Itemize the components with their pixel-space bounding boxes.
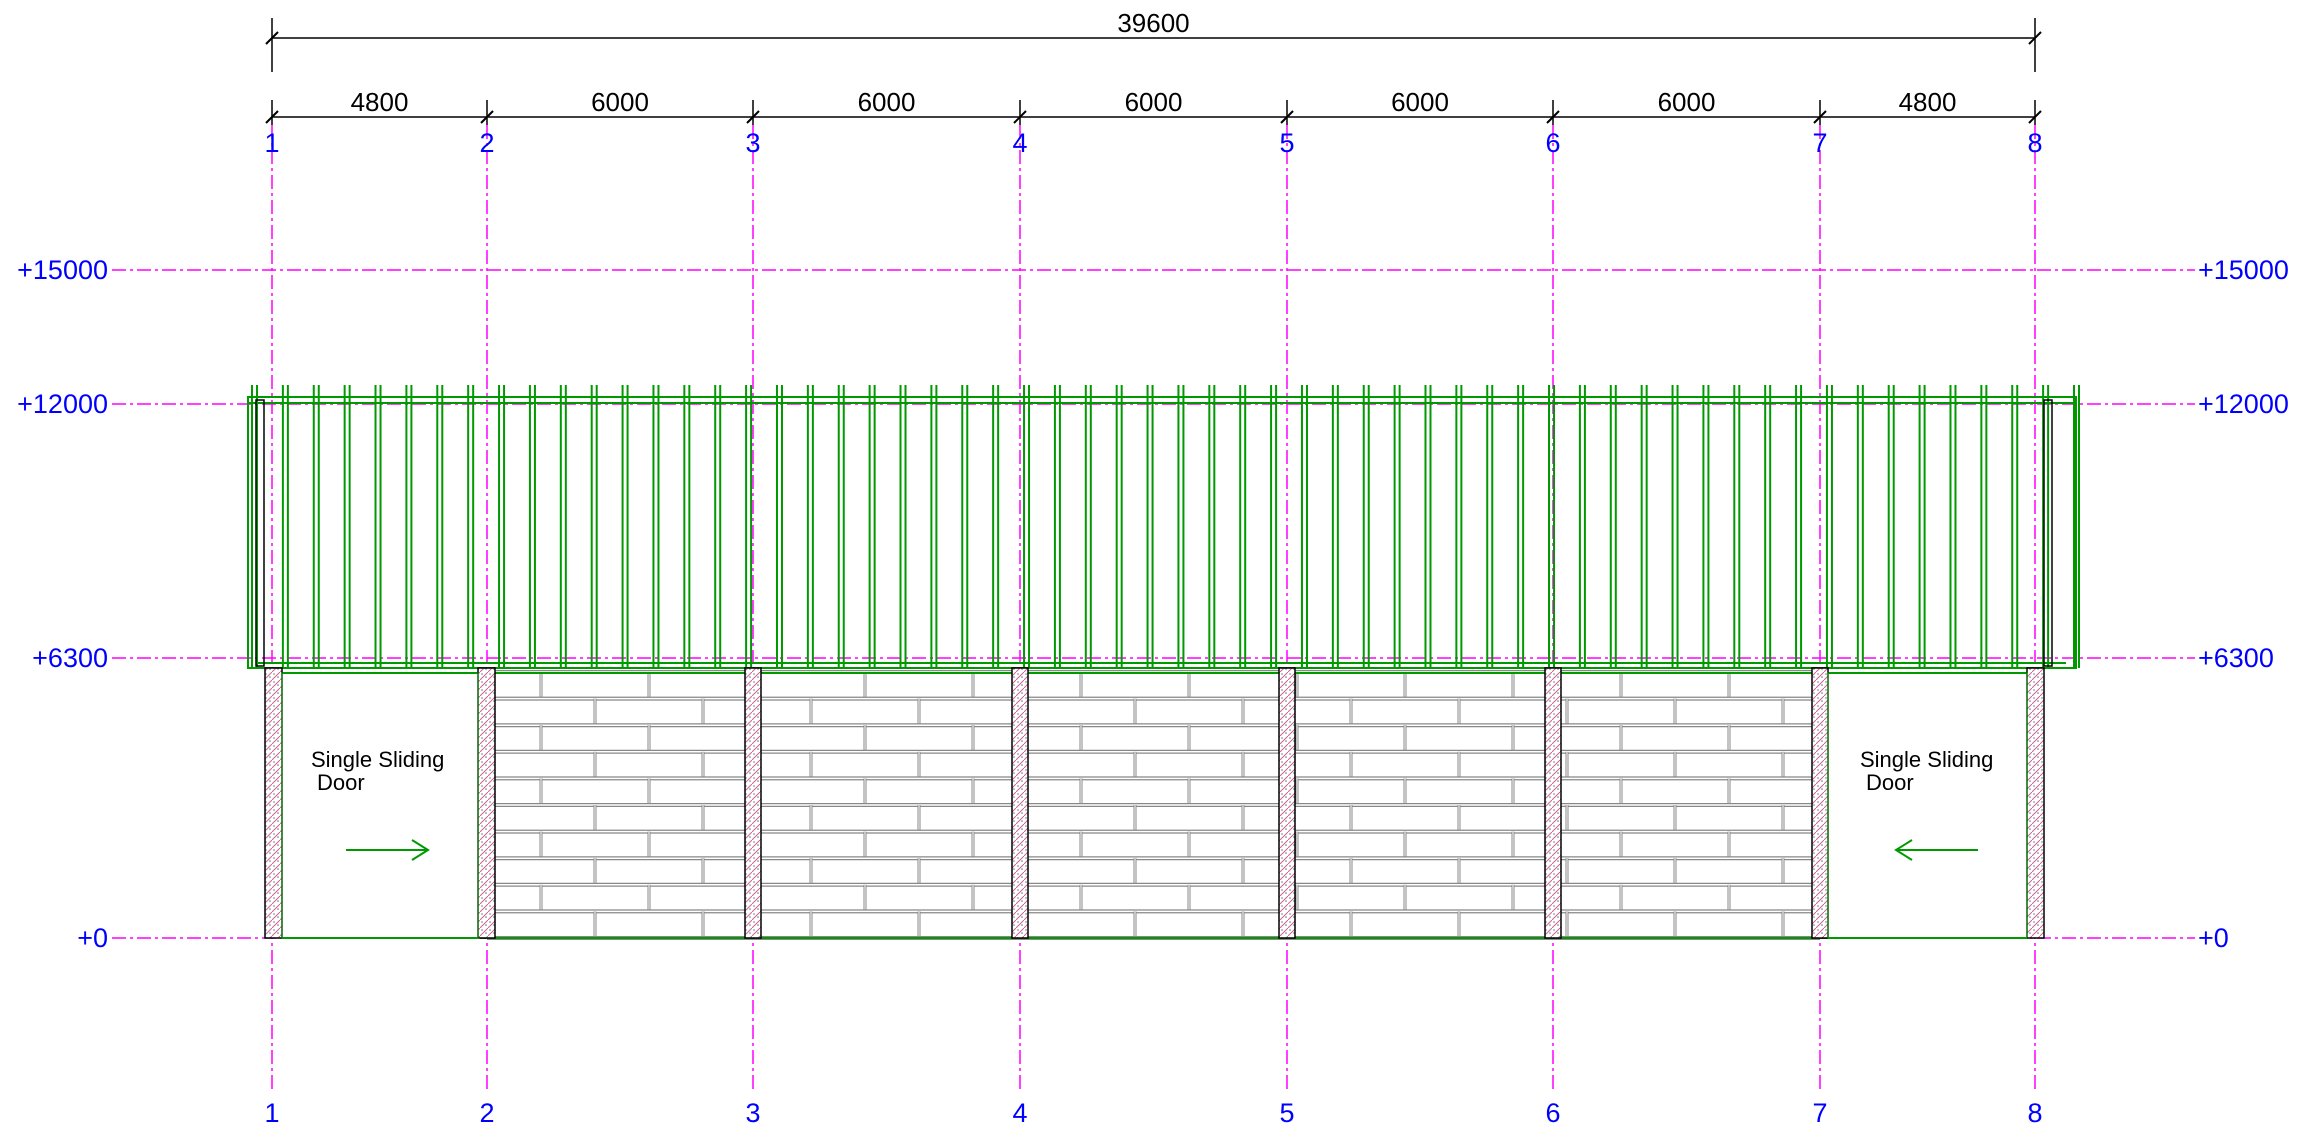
overall-dimension-label: 39600 xyxy=(1117,8,1189,38)
overall-dimension-tick xyxy=(2028,31,2042,45)
sliding-arrow-head-icon xyxy=(1894,839,1913,861)
bay-dimension-tick xyxy=(1813,110,1827,124)
bay-dimension-tick xyxy=(2028,110,2042,124)
bay-dimension-label: 6000 xyxy=(1658,87,1716,117)
door-opening-left xyxy=(281,672,479,939)
level-label-left: +15000 xyxy=(17,255,108,285)
bay-dimension-label: 4800 xyxy=(1899,87,1957,117)
wall-cladding xyxy=(247,385,2080,939)
column xyxy=(264,667,283,939)
bay-dimension-label: 6000 xyxy=(591,87,649,117)
bay-dimension-tick xyxy=(1546,110,1560,124)
bay-dimension-label: 6000 xyxy=(858,87,916,117)
level-label-right: +15000 xyxy=(2198,255,2289,285)
grid-axis-label-top: 7 xyxy=(1812,128,1827,158)
overall-dimension-tick xyxy=(265,31,279,45)
bay-dimension-tick xyxy=(1013,110,1027,124)
grid-axis-label-top: 2 xyxy=(479,128,494,158)
bay-dimension-tick xyxy=(1280,110,1294,124)
grid-axis-label-bottom: 6 xyxy=(1545,1098,1560,1128)
grid-axis-label-bottom: 8 xyxy=(2027,1098,2042,1128)
column xyxy=(2026,667,2045,939)
grid-axis-label-bottom: 2 xyxy=(479,1098,494,1128)
level-label-left: +0 xyxy=(77,923,108,953)
grid-axis-label-top: 1 xyxy=(264,128,279,158)
sliding-arrow-head-icon xyxy=(411,839,430,861)
grid-axis-label-bottom: 3 xyxy=(745,1098,760,1128)
grid-axis-label-top: 6 xyxy=(1545,128,1560,158)
level-label-right: +0 xyxy=(2198,923,2229,953)
grid-axis-label-bottom: 5 xyxy=(1279,1098,1294,1128)
column xyxy=(1278,667,1296,939)
bay-dimension-tick xyxy=(480,110,494,124)
level-label-right: +12000 xyxy=(2198,389,2289,419)
door-note-line2: Door xyxy=(317,770,365,795)
grid-axis-label-bottom: 7 xyxy=(1812,1098,1827,1128)
grid-axis-label-bottom: 1 xyxy=(264,1098,279,1128)
door-note-line2: Door xyxy=(1866,770,1914,795)
grid-axis-label-top: 4 xyxy=(1012,128,1027,158)
bay-dimension-tick xyxy=(265,110,279,124)
grid-axis-label-bottom: 4 xyxy=(1012,1098,1027,1128)
column xyxy=(477,667,496,939)
column xyxy=(1544,667,1562,939)
bay-dimension-label: 6000 xyxy=(1391,87,1449,117)
bay-dimension-label: 4800 xyxy=(351,87,409,117)
column xyxy=(1011,667,1029,939)
grid-axis-label-top: 8 xyxy=(2027,128,2042,158)
grid-axis-label-top: 5 xyxy=(1279,128,1294,158)
labels: 1 1 2 2 3 3 4 4 5 5 6 6 7 7 8 8 +15000 +15000 +12000 +12000… xyxy=(17,128,2289,1128)
column xyxy=(744,667,762,939)
dimension-lines: 39600 4800 6000 6000 6000 6000 6000 4800 xyxy=(265,8,2042,125)
level-label-right: +6300 xyxy=(2198,643,2274,673)
bay-dimension-tick xyxy=(746,110,760,124)
columns xyxy=(264,667,2045,939)
door-note-line1: Single Sliding xyxy=(1860,747,1993,772)
column xyxy=(1811,667,1829,939)
level-label-left: +6300 xyxy=(32,643,108,673)
sliding-doors xyxy=(281,672,2028,939)
bay-dimension-label: 6000 xyxy=(1125,87,1183,117)
cladding-end-frame-left xyxy=(255,399,265,667)
cladding-end-frame-right xyxy=(2043,399,2053,667)
grid-axis-label-top: 3 xyxy=(745,128,760,158)
level-label-left: +12000 xyxy=(17,389,108,419)
brick-wall xyxy=(485,670,1820,940)
door-opening-right xyxy=(1827,672,2028,939)
door-note-line1: Single Sliding xyxy=(311,747,444,772)
